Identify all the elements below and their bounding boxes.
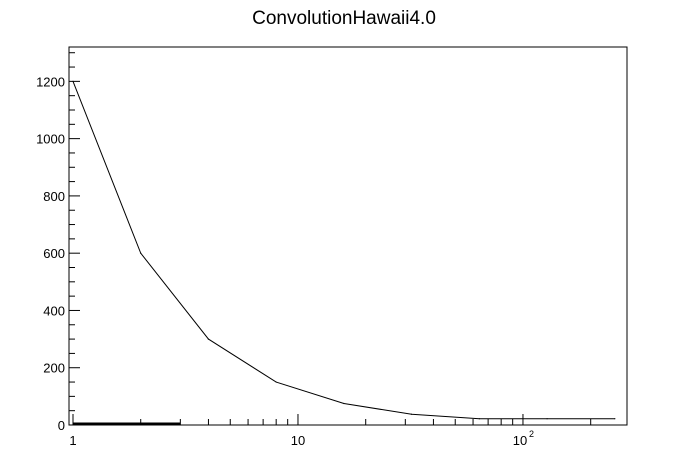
- x-axis: 1 10 10 2: [69, 414, 592, 448]
- plot-frame: [68, 46, 628, 426]
- chart-title: ConvolutionHawaii4.0: [252, 8, 436, 29]
- y-axis: 0 200 400 600 800 1000 1200: [36, 52, 80, 433]
- series-line: [72, 81, 615, 420]
- data-point: [614, 418, 616, 420]
- y-tick-label: 1000: [36, 132, 65, 147]
- data-point: [207, 338, 210, 340]
- y-tick-label: 1200: [36, 74, 65, 89]
- y-tick-label: 200: [43, 361, 65, 376]
- x-tick-label: 10: [513, 433, 527, 448]
- x-tick-label: 10: [291, 433, 305, 448]
- y-tick-label: 600: [43, 246, 65, 261]
- x-tick-label: 1: [69, 433, 76, 448]
- series-group: [72, 80, 616, 426]
- data-point: [275, 381, 277, 383]
- y-tick-label: 400: [43, 303, 65, 318]
- data-point: [72, 80, 74, 82]
- y-tick-label: 0: [58, 418, 65, 433]
- x-tick-exponent: 2: [529, 429, 534, 439]
- y-tick-label: 800: [43, 189, 65, 204]
- data-point: [478, 418, 480, 420]
- data-point: [411, 413, 413, 415]
- data-point: [546, 418, 548, 420]
- data-point: [140, 252, 142, 254]
- data-point: [343, 402, 345, 405]
